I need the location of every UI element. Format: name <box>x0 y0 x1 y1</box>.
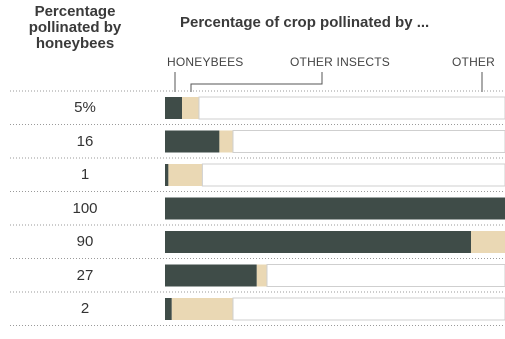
bar-segment-honeybees <box>165 298 172 320</box>
legend-honeybees: HONEYBEES <box>167 55 244 69</box>
bar-segment-other <box>198 96 505 120</box>
row-label: 1 <box>80 166 90 183</box>
row-label: 2 <box>80 300 90 317</box>
bar-segment-other-insects <box>171 298 233 320</box>
bar-segment-honeybees <box>165 264 257 287</box>
bar-segment-other <box>266 264 505 287</box>
chart-title: Percentage of crop pollinated by ... <box>180 14 430 31</box>
bar-segment-other-insects <box>219 130 233 153</box>
row-label: 16 <box>76 132 94 150</box>
bar-segment-other-insects <box>471 231 505 253</box>
row-label: 90 <box>76 233 94 250</box>
row-label: 100 <box>72 199 98 217</box>
legend-leader-other-insects <box>190 72 323 92</box>
bar-segment-honeybees <box>165 197 505 220</box>
bar-segment-honeybees <box>165 231 471 253</box>
row-label: 27 <box>76 266 94 284</box>
bar-segment-honeybees <box>165 130 220 153</box>
left-column-header: Percentage pollinated by honeybees <box>28 3 122 52</box>
bar-segment-other-insects <box>168 164 203 186</box>
legend-other-insects: OTHER INSECTS <box>290 55 390 69</box>
bar-segment-other <box>232 130 505 153</box>
row-label: 5% <box>74 99 96 116</box>
bar-segment-honeybees <box>165 97 182 119</box>
bar-segment-other-insects <box>256 264 267 287</box>
bar-segment-other-insects <box>182 97 199 119</box>
bar-segment-other <box>201 163 505 187</box>
bar-segment-honeybees <box>165 164 169 186</box>
legend-other: OTHER <box>452 55 495 69</box>
bar-segment-other <box>232 297 505 321</box>
